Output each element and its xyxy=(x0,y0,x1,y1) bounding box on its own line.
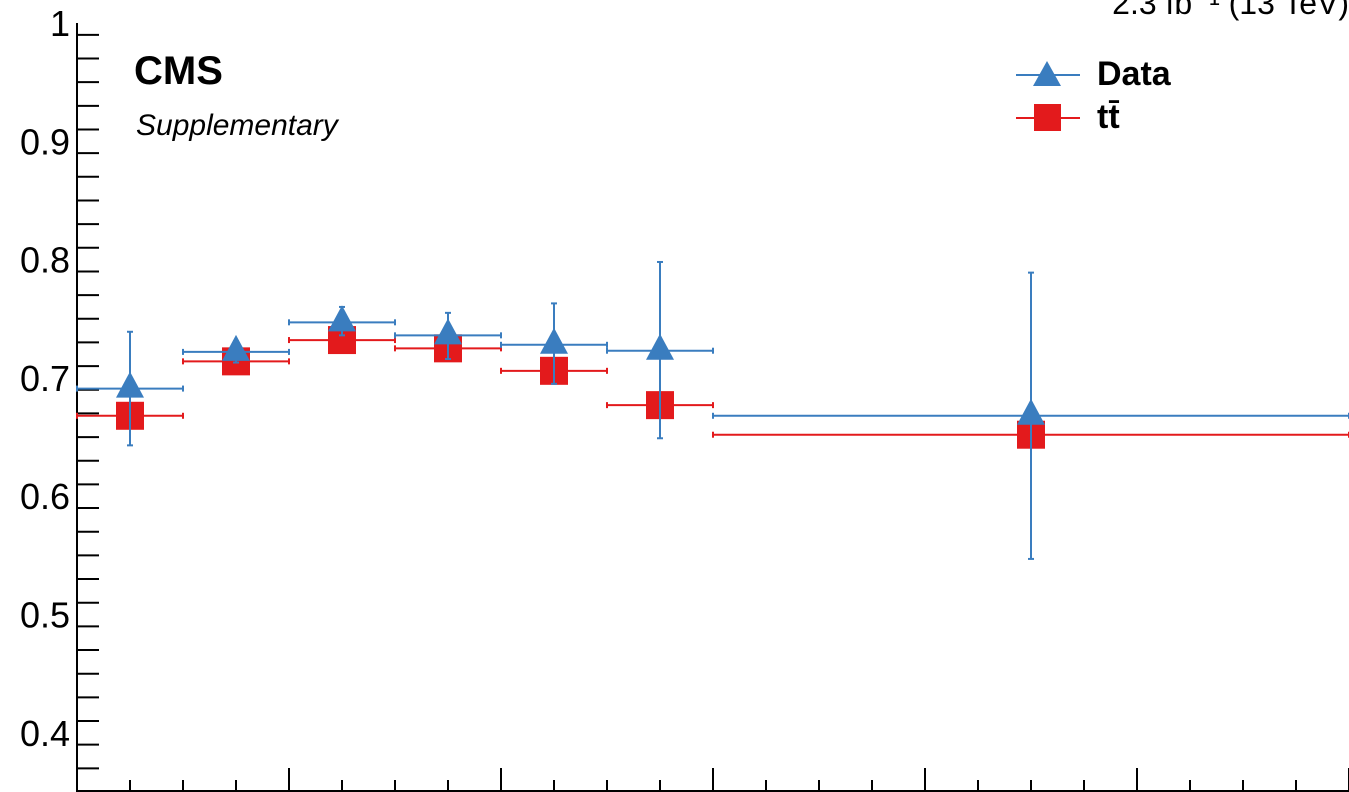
series-ttbar xyxy=(76,326,1349,449)
series-data xyxy=(76,260,1349,560)
y-tick-label: 0.9 xyxy=(20,121,70,162)
experiment-label: CMS xyxy=(134,49,223,93)
y-tick-label: 1 xyxy=(50,3,70,44)
status-label: Supplementary xyxy=(136,109,340,142)
legend-data-triangle-icon xyxy=(1033,61,1061,86)
data-point xyxy=(540,327,568,354)
legend-ttbar-square-icon xyxy=(1034,104,1061,131)
y-tick-label: 0.7 xyxy=(20,358,70,399)
y-tick-label: 0.6 xyxy=(20,476,70,517)
luminosity-label: 2.3 fb⁻¹ (13 TeV) xyxy=(1112,0,1349,21)
data-series xyxy=(76,260,1349,560)
legend-entry-ttbar: tt̄ xyxy=(1016,98,1120,136)
data-point xyxy=(116,371,144,398)
y-tick-label: 0.8 xyxy=(20,240,70,281)
data-point xyxy=(434,318,462,345)
data-point xyxy=(328,305,356,332)
legend-entry-data: Data xyxy=(1016,55,1172,93)
y-axis: 0.4 0.5 0.6 0.7 0.8 0.9 1 xyxy=(20,3,99,792)
y-tick-label: 0.5 xyxy=(20,595,70,636)
legend-data-label: Data xyxy=(1097,55,1172,93)
data-point xyxy=(646,333,674,360)
y-tick-label: 0.4 xyxy=(20,713,70,754)
legend-ttbar-label: tt̄ xyxy=(1097,98,1120,136)
data-point xyxy=(222,334,250,361)
legend: Data tt̄ xyxy=(1016,55,1172,136)
x-axis xyxy=(129,768,1349,792)
data-point xyxy=(1017,398,1045,425)
